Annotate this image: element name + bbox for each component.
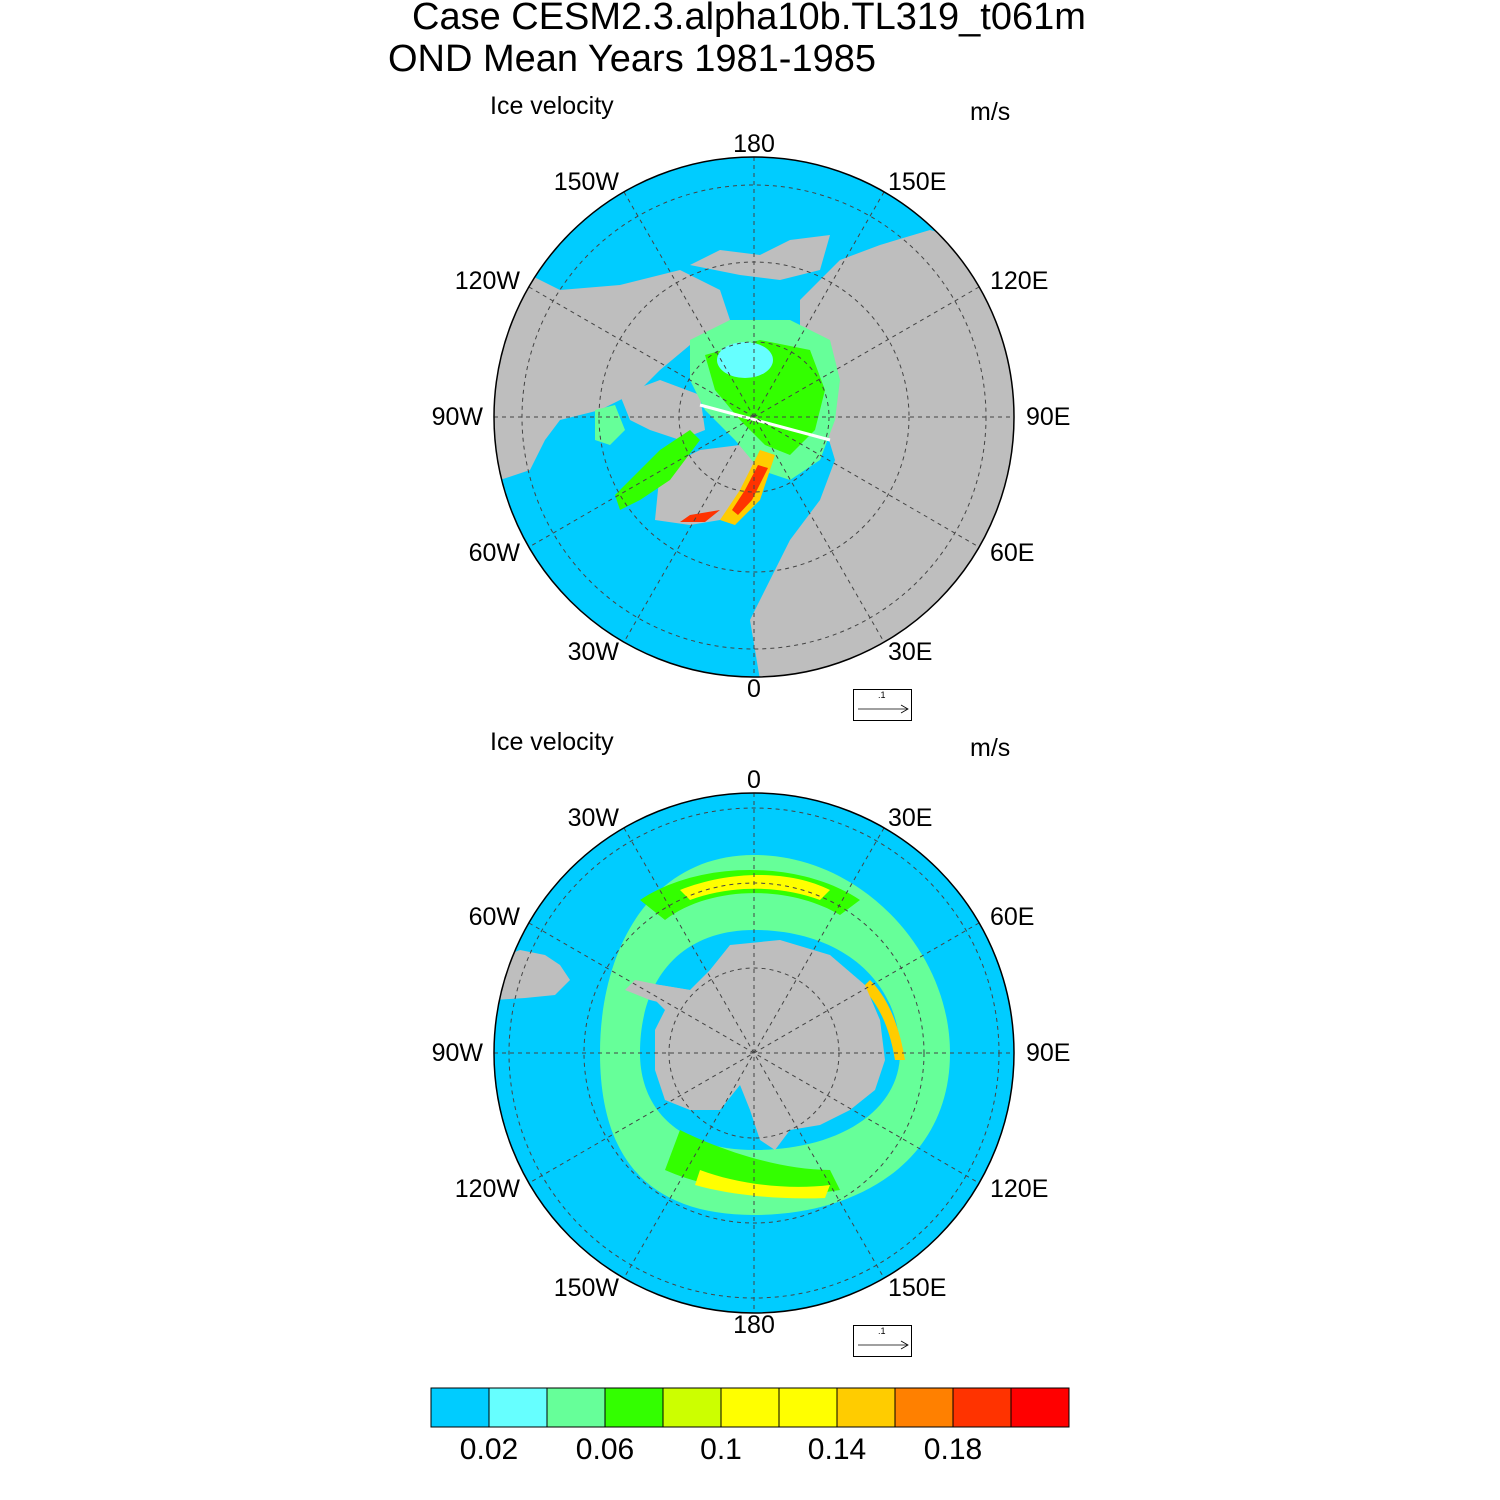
north-ice-hudson (595, 405, 625, 445)
colorbar-swatch (720, 1387, 780, 1428)
north-lon-bottom: 0 (747, 675, 761, 703)
south-graticule (494, 793, 1014, 1313)
main-title-period: OND Mean Years 1981-1985 (388, 38, 876, 80)
north-units-label: m/s (970, 98, 1011, 126)
north-lon-bottom-left: 30W (567, 638, 619, 666)
south-lon-lower-left: 120W (454, 1175, 520, 1203)
south-reference-vector: .1 (853, 1325, 912, 1357)
north-field-label: Ice velocity (490, 92, 614, 120)
north-lon-upper-right: 120E (990, 267, 1049, 295)
south-lon-left: 90W (431, 1039, 483, 1067)
south-lon-top-left: 30W (567, 804, 619, 832)
south-ice-ross-yellow (695, 1170, 830, 1199)
north-reference-arrow (858, 704, 909, 714)
south-land-antarctica (650, 940, 885, 1150)
north-ice-gyre (717, 342, 773, 378)
colorbar-swatch (894, 1387, 954, 1428)
north-graticule (494, 157, 1014, 677)
south-land-south-america (494, 950, 570, 1000)
north-lon-top-right: 150E (888, 168, 947, 196)
south-ice-weddell-yellow (680, 875, 830, 900)
north-land-scandinavia (790, 520, 860, 640)
north-lon-bottom-right: 30E (888, 638, 933, 666)
south-lon-upper-right: 60E (990, 903, 1035, 931)
south-polar-map (493, 792, 1015, 1314)
south-units-label: m/s (970, 734, 1011, 762)
colorbar-label: 0.14 (807, 1433, 867, 1466)
south-lon-lower-right: 120E (990, 1175, 1049, 1203)
south-lon-upper-left: 60W (468, 903, 520, 931)
colorbar-label: 0.06 (575, 1433, 635, 1466)
colorbar-swatch (430, 1387, 490, 1428)
colorbar-swatch (836, 1387, 896, 1428)
main-title-case: Case CESM2.3.alpha10b.TL319_t061m (412, 0, 1086, 38)
north-lon-lower-right: 60E (990, 539, 1035, 567)
north-polar-map (493, 156, 1015, 678)
north-land-alaska (690, 235, 830, 280)
south-reference-arrow (858, 1340, 909, 1350)
south-lon-top-right: 30E (888, 804, 933, 832)
colorbar-swatch (488, 1387, 548, 1428)
north-lon-right: 90E (1026, 403, 1071, 431)
south-reference-vector-value: .1 (878, 1326, 886, 1336)
south-field-label: Ice velocity (490, 728, 614, 756)
colorbar-label: 0.02 (459, 1433, 519, 1466)
south-lon-top: 0 (747, 766, 761, 794)
south-land-peninsula (625, 980, 690, 1005)
north-reference-vector: .1 (853, 689, 912, 721)
north-dateline-artifact (699, 403, 831, 442)
south-ice-east-coast (862, 980, 905, 1060)
south-lon-bottom-right: 150E (888, 1274, 947, 1302)
colorbar-swatch (604, 1387, 664, 1428)
south-lon-bottom: 180 (733, 1311, 775, 1339)
north-lon-lower-left: 60W (468, 539, 520, 567)
colorbar (430, 1387, 1070, 1428)
north-lon-top-left: 150W (553, 168, 619, 196)
south-ice-ring (600, 855, 950, 1215)
north-reference-vector-value: .1 (878, 690, 886, 700)
colorbar-swatch (952, 1387, 1012, 1428)
south-lon-bottom-left: 150W (553, 1274, 619, 1302)
colorbar-label: 0.1 (700, 1433, 742, 1466)
north-land-archipelago (620, 380, 705, 440)
north-lon-left: 90W (431, 403, 483, 431)
north-ice-fram-core (732, 465, 768, 515)
colorbar-swatch (662, 1387, 722, 1428)
south-map-border (493, 792, 1015, 1314)
colorbar-label: 0.18 (923, 1433, 983, 1466)
south-lon-right: 90E (1026, 1039, 1071, 1067)
north-ice-east-greenland (680, 510, 720, 522)
north-lon-upper-left: 120W (454, 267, 520, 295)
north-map-border (493, 156, 1015, 678)
colorbar-swatch (778, 1387, 838, 1428)
north-lon-top: 180 (733, 130, 775, 158)
colorbar-swatch (546, 1387, 606, 1428)
north-ice-baffin (615, 430, 700, 510)
colorbar-swatch (1010, 1387, 1070, 1428)
